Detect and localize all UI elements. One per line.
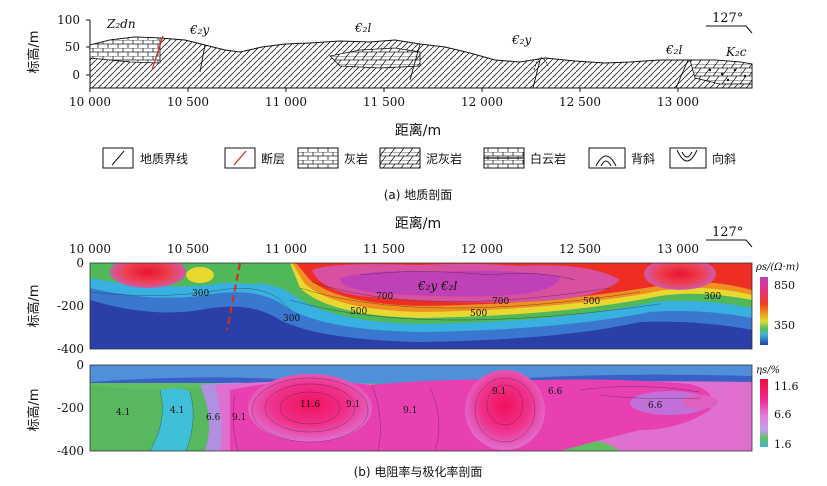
azimuth-arrow-a [706,25,753,34]
res-contour-label: 500 [583,297,600,307]
anticline-mark [533,57,549,71]
ip-contour-label: 6.6 [648,401,663,411]
ylabel-a: 标高/m [26,30,42,73]
limestone-zone [89,36,161,64]
legend: 地质界线 断层 灰岩 泥灰岩 白云岩 背斜 向斜 [102,147,736,169]
res-contour-label: 300 [192,289,209,299]
colorbar-title-res: ρs/(Ω·m) [755,262,799,273]
xtick-b-12000: 12 000 [461,242,503,256]
colorbar-res [760,277,768,345]
unit-label-e2l-2: €₂l [665,43,682,57]
caption-b: (b) 电阻率与极化率剖面 [354,464,483,479]
res-contour-label: 700 [376,292,393,302]
xtick-a-10000: 10 000 [69,95,111,109]
fault-line-a [151,35,164,71]
boundary-4 [675,59,689,89]
legend-label-limestone: 灰岩 [344,151,368,166]
ytick-res-200: -200 [57,299,84,313]
geologic-section-panel: 100 50 0 标高/m Z₂dn €₂y €₂l €₂y €₂l K₂c 1… [26,11,753,139]
unit-label-e2l-1: €₂l [354,21,371,35]
xtick-b-12500: 12 500 [559,242,601,256]
legend-label-dolomite: 白云岩 [530,151,566,166]
azimuth-a: 127° [712,11,743,26]
xtick-b-11000: 11 000 [265,242,307,256]
strata-label-b: €₂y €₂l [417,279,457,293]
ytick-ip-400: -400 [57,444,84,458]
ytick-res-400: -400 [57,342,84,356]
colorbar-ip-tick: 6.6 [774,408,792,421]
ip-contour-label: 9.1 [403,406,417,416]
azimuth-arrow-b [706,239,753,248]
unit-label-k2c: K₂c [725,45,747,59]
ip-contour-label: 6.6 [206,413,221,423]
colorbar-ip [760,379,768,447]
ytick-a-0: 0 [72,68,80,82]
xtick-a-11500: 11 500 [363,95,405,109]
ip-contour-label: 11.6 [300,400,320,410]
xtick-a-12000: 12 000 [461,95,503,109]
boundary-3 [532,59,541,89]
legend-label-anticline: 背斜 [631,152,655,166]
xtick-a-13000: 13 000 [657,95,699,109]
limestone-pattern-icon [297,147,339,169]
legend-label-marl: 泥灰岩 [426,151,462,166]
ytick-a-50: 50 [65,40,80,54]
unit-label-e2y-2: €₂y [511,33,531,47]
colorbar-ip-tick: 11.6 [774,380,799,393]
k2c-dots [708,68,747,82]
boundary-2 [409,43,421,81]
unit-label-z2dn: Z₂dn [106,17,136,31]
res-contour-label: 300 [283,314,300,324]
xticks-a-marks [89,88,679,92]
ylabel-ip: 标高/m [26,388,42,431]
anticline-icon [588,147,626,169]
syncline-icon [669,147,707,169]
azimuth-b: 127° [712,225,743,240]
ytick-a-100: 100 [57,13,80,27]
res-contour-label: 300 [704,292,721,302]
unit-label-e2y-1: €₂y [189,23,209,37]
legend-label-boundary: 地质界线 [140,152,188,166]
caption-a: (a) 地质剖面 [384,188,453,202]
colorbar-res-tick: 850 [774,279,795,292]
resistivity-section: 300 700 500 700 500 500 300 300 €₂y €₂l … [26,256,799,356]
colorbar-res-tick: 350 [774,319,795,332]
legend-label-fault: 断层 [261,151,285,166]
k2c-zone [689,59,753,85]
xlabel-a: 距离/m [395,122,441,139]
xtick-a-12500: 12 500 [559,95,601,109]
ip-contour-label: 4.1 [116,408,130,418]
xtick-a-11000: 11 000 [265,95,307,109]
res-contour-label: 500 [470,309,487,319]
marl-zone [329,47,421,69]
ytick-ip-0: 0 [76,358,84,372]
ip-contour-label: 9.1 [232,413,246,423]
marl-pattern-icon [379,147,421,169]
xtick-b-11500: 11 500 [363,242,405,256]
strata-body [89,36,753,89]
boundary-1 [199,44,206,73]
colorbar-title-ip: ηs/% [756,365,780,376]
legend-label-syncline: 向斜 [712,151,736,166]
chargeability-section: 4.1 4.1 6.6 9.1 11.6 9.1 9.1 9.1 6.6 6.6… [26,358,799,458]
ytick-res-0: 0 [76,256,84,270]
xtick-b-10000: 10 000 [69,242,111,256]
fault-line-b [225,263,242,331]
ip-contour-label: 6.6 [548,387,563,397]
xtick-b-10500: 10 500 [167,242,209,256]
xtick-a-10500: 10 500 [167,95,209,109]
ytick-ip-200: -200 [57,401,84,415]
ip-contour-label: 9.1 [346,400,360,410]
ylabel-res: 标高/m [26,284,42,327]
ip-contour-label: 9.1 [492,387,506,397]
xtick-b-13000: 13 000 [657,242,699,256]
res-contour-label: 700 [492,297,509,307]
ip-contour-label: 4.1 [170,406,184,416]
colorbar-ip-tick: 1.6 [774,438,792,451]
xlabel-b: 距离/m [395,215,441,232]
res-contour-label: 500 [350,307,367,317]
